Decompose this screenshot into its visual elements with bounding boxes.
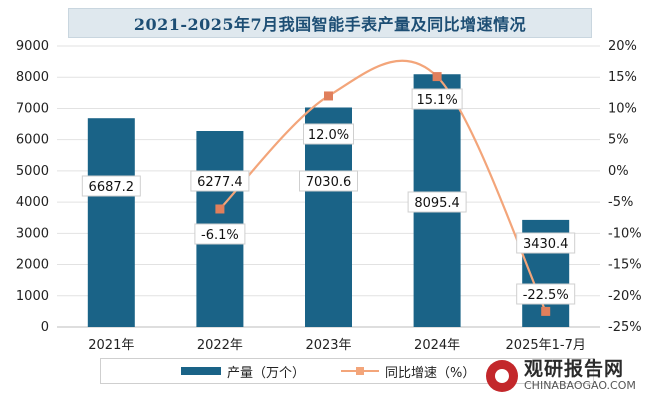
growth-marker <box>324 91 333 101</box>
growth-value-label-box <box>303 123 354 145</box>
y-right-tick-label: 20% <box>608 39 637 54</box>
y-right-tick-label: 0% <box>608 164 629 179</box>
bar-value-label-box <box>81 175 141 197</box>
growth-value-label: -6.1% <box>201 228 239 243</box>
y-left-tick-label: 7000 <box>16 101 49 116</box>
bar-value-label-box <box>190 170 250 192</box>
y-left-tick-label: 4000 <box>16 195 49 210</box>
y-left-tick-label: 2000 <box>16 258 49 273</box>
watermark-text: 观研报告网 CHINABAOGAO.COM <box>524 358 636 393</box>
bar-value-label-box <box>407 191 467 213</box>
y-right-tick-label: -5% <box>608 195 633 210</box>
bar-value-label: 8095.4 <box>414 196 460 211</box>
watermark: 观研报告网 CHINABAOGAO.COM <box>486 354 652 398</box>
y-left-tick-label: 5000 <box>16 164 49 179</box>
bar-value-label-box <box>516 232 576 254</box>
x-tick-label: 2024年 <box>414 338 460 353</box>
bar-value-label: 3430.4 <box>523 237 569 252</box>
growth-marker <box>215 204 225 214</box>
growth-value-label: 15.1% <box>416 93 457 108</box>
growth-marker <box>541 306 551 316</box>
growth-value-label: -22.5% <box>523 288 569 303</box>
growth-value-label: 12.0% <box>308 128 349 143</box>
growth-marker <box>432 72 442 82</box>
y-right-tick-label: -10% <box>608 226 642 241</box>
x-tick-label: 2025年1-7月 <box>506 338 586 353</box>
y-right-tick-label: -15% <box>608 258 642 273</box>
x-tick-label: 2021年 <box>88 338 134 353</box>
y-left-tick-label: 8000 <box>16 70 49 85</box>
y-right-tick-label: 10% <box>608 101 637 116</box>
y-right-tick-label: 5% <box>608 133 629 148</box>
legend-item-line: 同比增速（%） <box>341 362 475 381</box>
y-right-tick-label: -25% <box>608 320 642 335</box>
bar-value-label-box <box>299 170 358 192</box>
legend-item-bar: 产量（万个） <box>181 362 305 381</box>
watermark-logo-icon <box>486 360 518 392</box>
bar <box>87 118 135 327</box>
y-left-tick-label: 3000 <box>16 226 49 241</box>
growth-value-label-box <box>194 223 246 245</box>
legend-bar-label: 产量（万个） <box>227 365 306 381</box>
legend-line-label: 同比增速（%） <box>385 365 476 381</box>
y-right-tick-label: -20% <box>608 289 642 304</box>
bar-value-label: 6687.2 <box>89 180 135 195</box>
y-left-tick-label: 6000 <box>16 133 49 148</box>
growth-value-label-box <box>516 283 576 305</box>
legend-bar-swatch <box>181 367 221 375</box>
y-left-tick-label: 9000 <box>16 39 49 54</box>
y-left-tick-label: 0 <box>41 320 49 335</box>
y-left-tick-label: 1000 <box>16 289 49 304</box>
chart-title: 2021-2025年7月我国智能手表产量及同比增速情况 <box>133 15 527 34</box>
chart-title-bar: 2021-2025年7月我国智能手表产量及同比增速情况 <box>68 8 592 38</box>
watermark-cn: 观研报告网 <box>524 358 625 381</box>
watermark-en: CHINABAOGAO.COM <box>524 379 636 393</box>
y-right-tick-label: 15% <box>608 70 637 85</box>
growth-value-label-box <box>411 88 463 110</box>
legend-line-swatch <box>341 366 380 376</box>
x-tick-label: 2022年 <box>197 338 243 353</box>
bar-value-label: 7030.6 <box>306 175 352 190</box>
growth-line <box>219 59 547 312</box>
bar-value-label: 6277.4 <box>197 175 243 190</box>
x-tick-label: 2023年 <box>305 338 351 353</box>
